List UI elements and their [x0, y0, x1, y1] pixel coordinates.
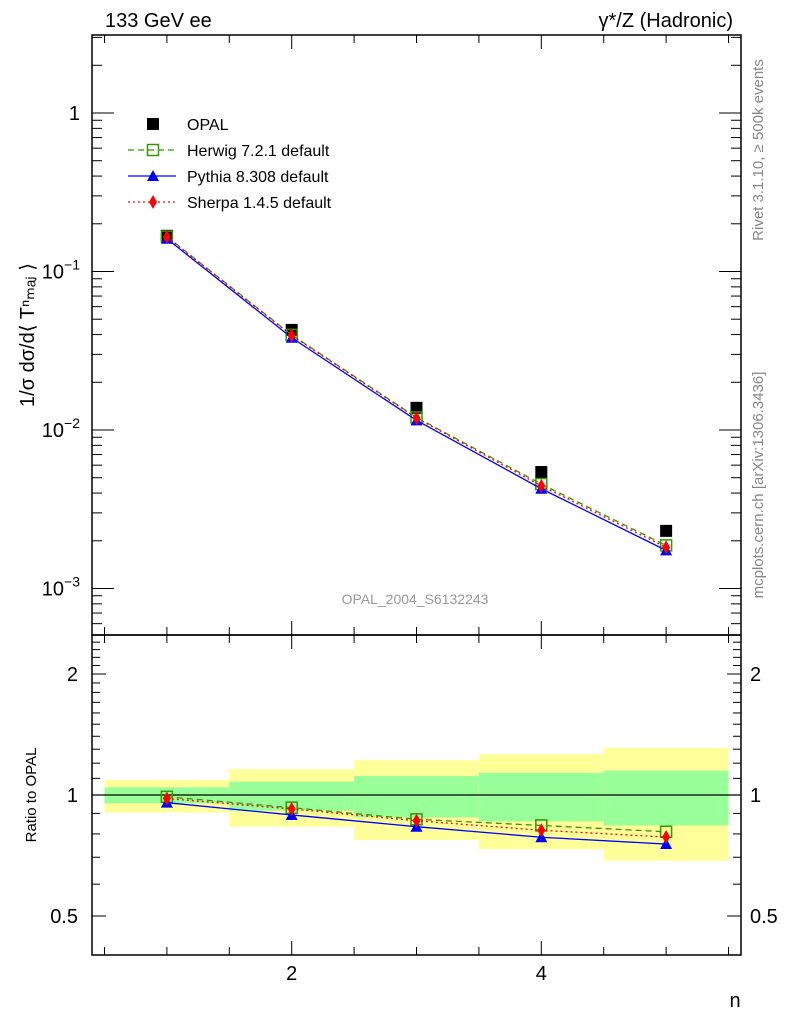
ratio-y-axis-label: Ratio to OPAL — [23, 748, 40, 843]
sherpa-point — [287, 328, 296, 343]
opal-point — [660, 524, 673, 537]
y-tick-label: 10−2 — [42, 415, 80, 442]
sherpa-ratio-point — [412, 813, 421, 828]
watermark: OPAL_2004_S6132243 — [342, 591, 489, 607]
legend-marker — [149, 195, 157, 209]
y-tick-label: 10−1 — [42, 257, 80, 284]
mcplots-label: mcplots.cern.ch [arXiv:1306.3436] — [750, 372, 767, 599]
sherpa-point — [412, 410, 421, 425]
x-tick-label: 4 — [536, 963, 547, 985]
ratio-y-tick-label: 0.5 — [50, 906, 78, 928]
rivet-label: Rivet 3.1.10, ≥ 500k events — [750, 59, 767, 241]
uncertainty-band-inner — [354, 775, 479, 818]
ratio-y-tick-label-right: 2 — [750, 664, 761, 686]
sherpa-point — [162, 230, 171, 245]
ratio-y-tick-label-right: 1 — [750, 785, 761, 807]
y-tick-label: 10−3 — [42, 574, 80, 601]
sherpa-point — [662, 540, 671, 555]
legend-label: OPAL — [187, 117, 229, 134]
uncertainty-band-inner — [603, 770, 729, 826]
sherpa-point — [537, 478, 546, 493]
opal-point — [410, 401, 423, 414]
herwig-line — [166, 236, 667, 546]
legend-label: Sherpa 1.4.5 default — [187, 195, 332, 212]
y-axis-label: 1/σ dσ/d⟨ Tⁿₘₐⱼ ⟩ — [17, 263, 39, 407]
ratio-y-tick-label: 1 — [67, 785, 78, 807]
opal-point — [535, 466, 548, 479]
sherpa-ratio-point — [162, 791, 171, 806]
x-axis-label: n — [729, 990, 740, 1012]
legend-marker — [147, 170, 159, 181]
title-right: γ*/Z (Hadronic) — [599, 10, 733, 32]
legend-label: Pythia 8.308 default — [187, 169, 329, 186]
legend-marker — [146, 143, 160, 157]
legend-label: Herwig 7.2.1 default — [187, 143, 330, 160]
sherpa-ratio-point — [287, 801, 296, 816]
ratio-y-tick-label-right: 0.5 — [750, 906, 778, 928]
sherpa-line — [166, 236, 667, 548]
ratio-y-tick-label: 2 — [67, 664, 78, 686]
pythia-line — [166, 238, 667, 551]
y-tick-label: 1 — [69, 103, 80, 125]
uncertainty-band-inner — [478, 772, 604, 822]
legend-marker — [147, 118, 159, 130]
title-left: 133 GeV ee — [105, 10, 212, 32]
sherpa-ratio-point — [662, 830, 671, 845]
x-tick-label: 2 — [286, 963, 297, 985]
sherpa-ratio-point — [537, 823, 546, 838]
